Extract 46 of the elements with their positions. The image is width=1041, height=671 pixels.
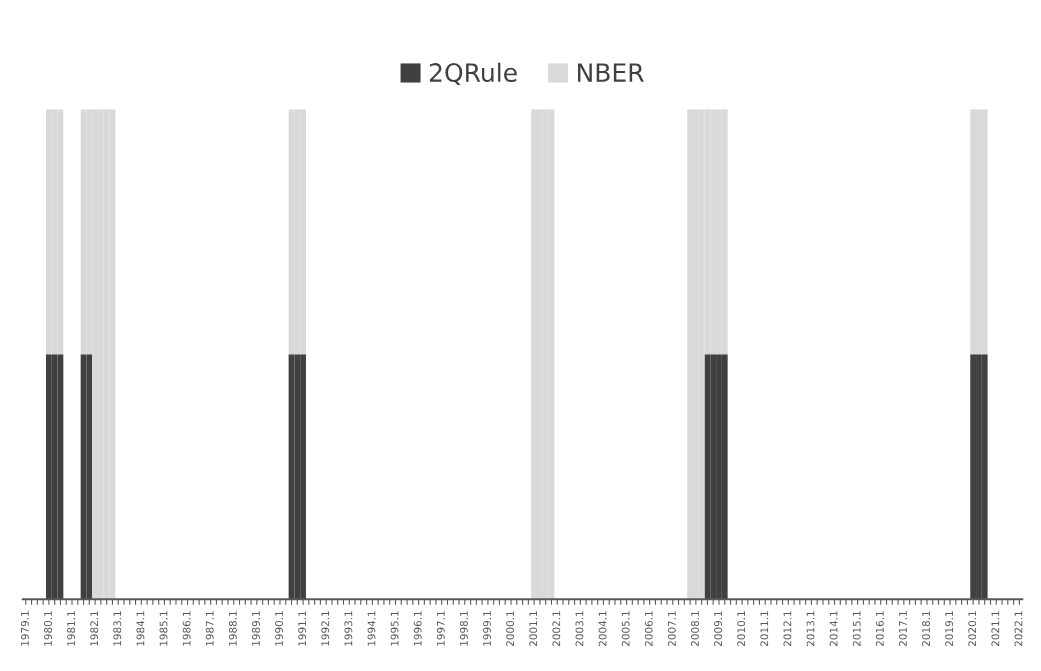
- x-tick-label: 2008.1: [691, 611, 699, 646]
- x-tick-label: 1980.1: [44, 611, 52, 646]
- x-tick-label: 1981.1: [67, 611, 76, 646]
- x-tick-label: 1988.1: [228, 611, 237, 646]
- x-tick-label: 2005.1: [621, 611, 630, 646]
- x-tick-label: 2002.1: [552, 611, 561, 646]
- x-tick-label: 2013.1: [806, 611, 815, 646]
- x-tick-label: 1997.1: [436, 611, 445, 646]
- x-tick-label: 2011.1: [760, 611, 769, 646]
- x-tick-label: 2004.1: [598, 611, 607, 646]
- x-tick-label: 1985.1: [159, 611, 168, 646]
- x-tick-label: 1996.1: [413, 611, 422, 646]
- x-tick-label: 1991.1: [298, 611, 307, 646]
- x-tick-label: 1986.1: [182, 611, 191, 646]
- x-tick-label: 2022.1: [1014, 611, 1023, 646]
- x-tick-label: 1982.1: [90, 611, 99, 646]
- x-tick-label: 1993.1: [344, 611, 353, 646]
- x-tick-label: 1989.1: [252, 611, 260, 646]
- x-tick-label: 2017.1: [898, 611, 907, 646]
- legend-label: NBER: [578, 63, 644, 82]
- legend-label: 2QRule: [429, 62, 517, 85]
- x-tick-label: 1979.1: [20, 611, 29, 646]
- x-tick-label: 2010.1: [737, 611, 746, 646]
- x-tick-label: 1994.1: [367, 611, 376, 646]
- x-tick-label: 2019.1: [945, 611, 954, 646]
- x-tick-label: 2006.1: [644, 611, 653, 646]
- x-tick-label: 1999.1: [483, 611, 491, 646]
- x-tick-label: 2018.1: [922, 611, 930, 646]
- x-tick-label: 2003.1: [575, 611, 584, 646]
- x-tick-label: 1990.1: [275, 611, 283, 646]
- x-tick-label: 2000.1: [506, 611, 515, 646]
- x-tick-label: 1987.1: [205, 611, 214, 646]
- x-tick-label: 2012.1: [783, 611, 792, 646]
- x-tick-label: 2020.1: [968, 611, 977, 646]
- x-tick-label: 2001.1: [529, 611, 538, 646]
- x-tick-label: 2015.1: [852, 611, 861, 646]
- x-tick-label: 1995.1: [390, 611, 399, 646]
- x-tick-label: 1992.1: [321, 611, 330, 646]
- x-tick-label: 2021.1: [991, 611, 1000, 646]
- x-tick-label: 1998.1: [459, 611, 468, 646]
- x-tick-label: 2016.1: [875, 611, 884, 646]
- x-tick-label: 1983.1: [113, 611, 122, 646]
- x-tick-label: 2009.1: [714, 611, 723, 646]
- x-tick-label: 1984.1: [136, 611, 145, 646]
- x-tick-label: 2007.1: [667, 611, 676, 646]
- x-tick-label: 2014.1: [829, 611, 838, 646]
